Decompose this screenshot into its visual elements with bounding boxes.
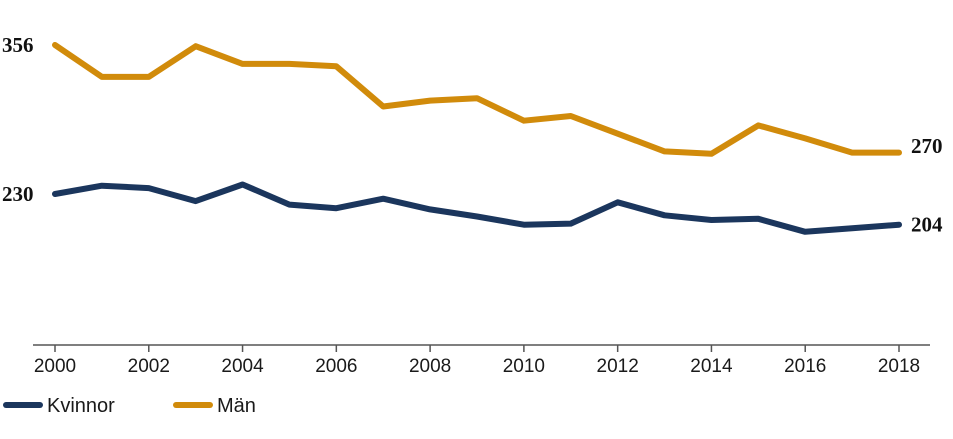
end-label-kvinnor: 204 — [911, 213, 943, 237]
x-tick-label-2018: 2018 — [878, 356, 920, 377]
series-lines — [52, 42, 902, 235]
legend-label-kvinnor: Kvinnor — [47, 395, 115, 417]
x-tick-label-2016: 2016 — [784, 356, 826, 377]
series-line-kvinnor — [52, 181, 902, 235]
legend: Kvinnor Män — [3, 395, 256, 417]
x-tick-label-2008: 2008 — [409, 356, 451, 377]
x-tick-label-2004: 2004 — [221, 356, 264, 377]
x-axis-ticks — [54, 345, 900, 352]
x-tick-label-2006: 2006 — [315, 356, 357, 377]
x-axis-tick-labels: 2000 2002 2004 2006 2008 2010 2012 2014 2016 2018 — [34, 356, 920, 377]
x-tick-label-2014: 2014 — [690, 356, 733, 377]
series-line-man — [52, 42, 902, 157]
x-tick-label-2010: 2010 — [503, 356, 545, 377]
x-tick-label-2002: 2002 — [128, 356, 170, 377]
series-value-labels: 230 204 356 270 — [2, 33, 943, 237]
start-label-man: 356 — [2, 33, 34, 57]
start-label-kvinnor: 230 — [2, 182, 34, 206]
end-label-man: 270 — [911, 134, 943, 158]
x-tick-label-2000: 2000 — [34, 356, 76, 377]
legend-label-man: Män — [217, 395, 256, 417]
x-tick-label-2012: 2012 — [597, 356, 639, 377]
